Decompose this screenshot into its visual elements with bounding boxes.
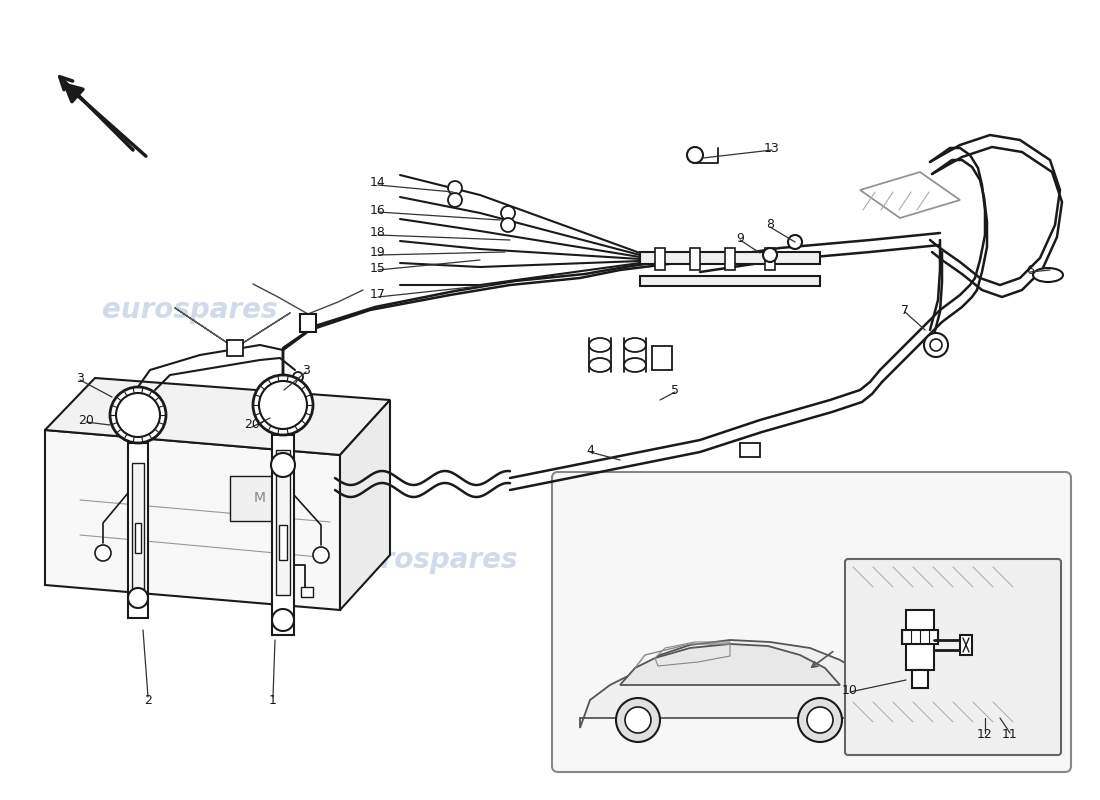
Bar <box>690 248 700 270</box>
Circle shape <box>807 707 833 733</box>
Bar <box>276 450 290 595</box>
Polygon shape <box>620 644 840 685</box>
Circle shape <box>448 193 462 207</box>
Ellipse shape <box>624 358 646 372</box>
Bar <box>725 248 735 270</box>
Circle shape <box>924 333 948 357</box>
Bar <box>135 523 141 553</box>
Text: 6: 6 <box>1026 263 1034 277</box>
Polygon shape <box>45 378 390 455</box>
Bar <box>227 340 243 356</box>
Text: 3: 3 <box>76 371 84 385</box>
Circle shape <box>253 375 313 435</box>
Circle shape <box>293 372 303 382</box>
Polygon shape <box>580 640 870 728</box>
Text: 20: 20 <box>244 418 260 431</box>
Text: 18: 18 <box>370 226 386 239</box>
Text: 4: 4 <box>586 443 594 457</box>
Text: 15: 15 <box>370 262 386 274</box>
Bar <box>132 463 144 593</box>
Bar <box>128 443 148 618</box>
Text: 20: 20 <box>78 414 94 426</box>
Circle shape <box>788 235 802 249</box>
Bar <box>640 252 820 264</box>
Bar <box>301 587 314 597</box>
Text: 3: 3 <box>302 363 310 377</box>
Bar <box>902 630 938 644</box>
Text: eurospares: eurospares <box>552 606 728 634</box>
Text: eurospares: eurospares <box>102 296 277 324</box>
Bar <box>640 276 820 286</box>
Polygon shape <box>860 172 960 218</box>
Text: eurospares: eurospares <box>342 546 518 574</box>
Text: 8: 8 <box>766 218 774 231</box>
Bar <box>740 443 760 457</box>
Text: 19: 19 <box>370 246 386 259</box>
Text: 10: 10 <box>843 683 858 697</box>
Ellipse shape <box>624 338 646 352</box>
Circle shape <box>616 698 660 742</box>
Bar <box>652 346 672 370</box>
Bar <box>654 248 666 270</box>
Text: 11: 11 <box>1002 729 1018 742</box>
Circle shape <box>258 381 307 429</box>
Circle shape <box>116 393 160 437</box>
Text: 1: 1 <box>270 694 277 706</box>
Text: 9: 9 <box>736 231 744 245</box>
Bar <box>230 476 290 521</box>
Text: 14: 14 <box>370 177 386 190</box>
Circle shape <box>500 206 515 220</box>
Circle shape <box>110 387 166 443</box>
Ellipse shape <box>1033 268 1063 282</box>
Circle shape <box>448 181 462 195</box>
Text: 2: 2 <box>144 694 152 706</box>
Ellipse shape <box>588 358 610 372</box>
Circle shape <box>798 698 842 742</box>
Text: M: M <box>254 491 266 505</box>
FancyBboxPatch shape <box>552 472 1071 772</box>
FancyBboxPatch shape <box>845 559 1062 755</box>
Circle shape <box>688 147 703 163</box>
Circle shape <box>314 547 329 563</box>
Text: 16: 16 <box>370 203 386 217</box>
Circle shape <box>128 588 148 608</box>
Polygon shape <box>45 430 340 610</box>
Circle shape <box>500 218 515 232</box>
Text: 7: 7 <box>901 303 909 317</box>
Text: 5: 5 <box>671 383 679 397</box>
Polygon shape <box>340 400 390 610</box>
Circle shape <box>271 453 295 477</box>
Text: 17: 17 <box>370 289 386 302</box>
Circle shape <box>930 339 942 351</box>
Bar <box>300 314 316 332</box>
Circle shape <box>763 248 777 262</box>
Bar <box>279 525 287 560</box>
Bar <box>272 435 294 635</box>
Bar <box>764 248 776 270</box>
Bar <box>960 635 972 655</box>
Text: 12: 12 <box>977 729 993 742</box>
Circle shape <box>272 609 294 631</box>
Ellipse shape <box>588 338 610 352</box>
Bar <box>912 670 928 688</box>
Bar <box>906 610 934 670</box>
Circle shape <box>95 545 111 561</box>
Text: 13: 13 <box>764 142 780 154</box>
Circle shape <box>625 707 651 733</box>
